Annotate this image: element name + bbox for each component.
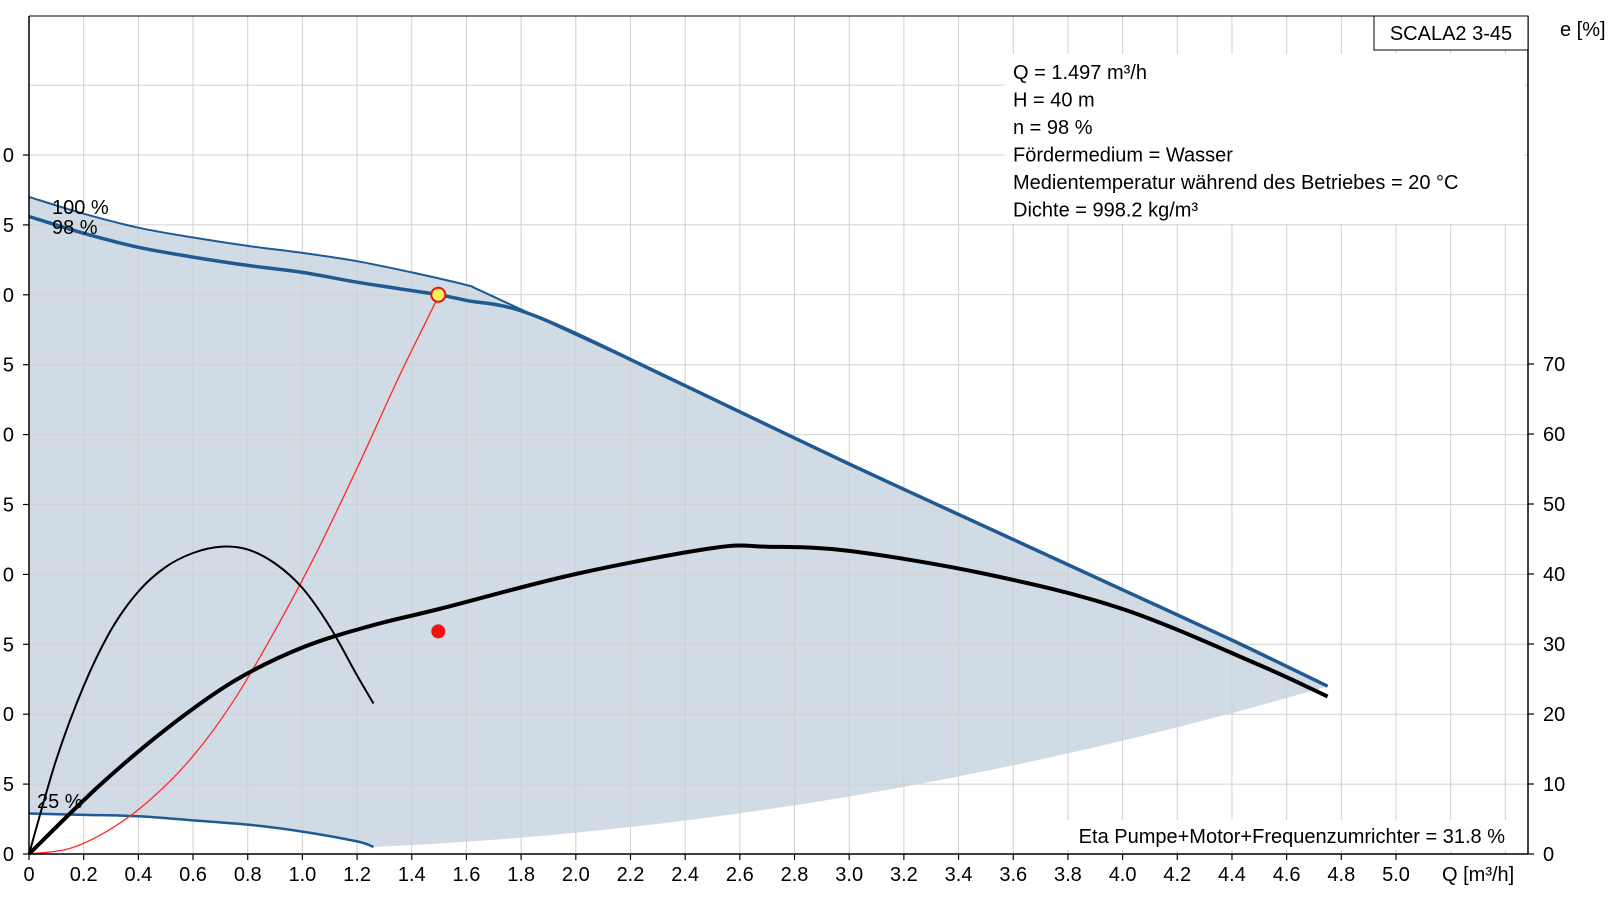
x-tick-label: 3.4	[945, 864, 973, 886]
x-tick-label: 3.0	[835, 864, 863, 886]
x-tick-label: 4.0	[1109, 864, 1137, 886]
y-right-tick-label: 10	[1543, 774, 1565, 796]
x-tick-label: 2.0	[562, 864, 590, 886]
y-left-tick-label: 0	[3, 564, 14, 586]
x-tick-label: 1.2	[343, 864, 371, 886]
operating-area	[29, 196, 1328, 848]
y-left-tick-label: 5	[3, 495, 14, 517]
info-line: Q = 1.497 m³/h	[1013, 62, 1147, 84]
curve-label-98: 98 %	[52, 217, 98, 239]
y-left-tick-label: 0	[3, 704, 14, 726]
y-right-tick-label: 40	[1543, 564, 1565, 586]
info-line: H = 40 m	[1013, 90, 1095, 112]
y-right-tick-label: 30	[1543, 634, 1565, 656]
x-tick-label: 2.2	[617, 864, 645, 886]
y-right-tick-label: 20	[1543, 704, 1565, 726]
curve-label-100: 100 %	[52, 197, 109, 219]
operating-area-fill	[29, 196, 1328, 848]
x-tick-label: 0.6	[179, 864, 207, 886]
y-left-tick-label: 0	[3, 425, 14, 447]
curve-98-percent	[28, 214, 1329, 688]
x-tick-label: 0	[23, 864, 34, 886]
y-right-tick-label: 70	[1543, 354, 1565, 376]
y-left-tick-label: 0	[3, 285, 14, 307]
y-right-tick-label: 60	[1543, 424, 1565, 446]
eta-text-box	[1028, 820, 1514, 850]
x-tick-label: 4.8	[1327, 864, 1355, 886]
x-tick-label: 0.8	[234, 864, 262, 886]
y-right-axis-label: e [%]	[1560, 19, 1606, 41]
operating-point-eta	[431, 624, 446, 639]
y-right-tick-label: 50	[1543, 494, 1565, 516]
y-left-tick-label: 5	[3, 355, 14, 377]
y-left-tick-label: 5	[3, 215, 14, 237]
x-tick-label: 0.2	[70, 864, 98, 886]
x-tick-label: 4.4	[1218, 864, 1246, 886]
operating-points	[430, 286, 447, 639]
x-axis-label: Q [m³/h]	[1442, 864, 1514, 886]
curves	[27, 195, 1329, 856]
curve-25-percent	[28, 812, 374, 849]
x-tick-label: 1.0	[288, 864, 316, 886]
title-box	[1373, 15, 1529, 51]
eta-text: Eta Pumpe+Motor+Frequenzumrichter = 31.8…	[1079, 826, 1506, 848]
x-tick-label: 1.4	[398, 864, 426, 886]
x-tick-label: 3.2	[890, 864, 918, 886]
grid	[28, 16, 1528, 855]
curve-label-25: 25 %	[37, 791, 83, 813]
x-tick-label: 2.8	[781, 864, 809, 886]
info-line: Fördermedium = Wasser	[1013, 145, 1233, 167]
info-box	[1004, 54, 1524, 224]
annotations: SCALA2 3-45 Q = 1.497 m³/h H = 40 m n = 98 …	[37, 15, 1529, 850]
x-tick-label: 3.8	[1054, 864, 1082, 886]
y-right-tick-label: 0	[1543, 844, 1554, 866]
operating-point-head	[430, 286, 447, 303]
chart-title: SCALA2 3-45	[1390, 23, 1512, 45]
eta-curve-98-percent	[27, 543, 1329, 856]
x-tick-label: 5.0	[1382, 864, 1410, 886]
info-line: Medientemperatur während des Betriebes =…	[1013, 172, 1458, 194]
x-tick-label: 3.6	[999, 864, 1027, 886]
eta-curve-25-percent	[28, 545, 375, 855]
info-line: n = 98 %	[1013, 117, 1093, 139]
x-tick-label: 4.2	[1163, 864, 1191, 886]
info-line: Dichte = 998.2 kg/m³	[1013, 200, 1198, 222]
x-tick-label: 0.4	[124, 864, 152, 886]
x-tick-label: 1.6	[453, 864, 481, 886]
y-left-tick-label: 0	[3, 145, 14, 167]
x-tick-label: 4.6	[1273, 864, 1301, 886]
y-left-tick-label: 5	[3, 634, 14, 656]
x-tick-label: 1.8	[507, 864, 535, 886]
x-tick-label: 2.6	[726, 864, 754, 886]
x-tick-label: 2.4	[671, 864, 699, 886]
y-left-tick-label: 0	[3, 844, 14, 866]
system-curve	[28, 294, 440, 855]
y-left-tick-label: 5	[3, 774, 14, 796]
